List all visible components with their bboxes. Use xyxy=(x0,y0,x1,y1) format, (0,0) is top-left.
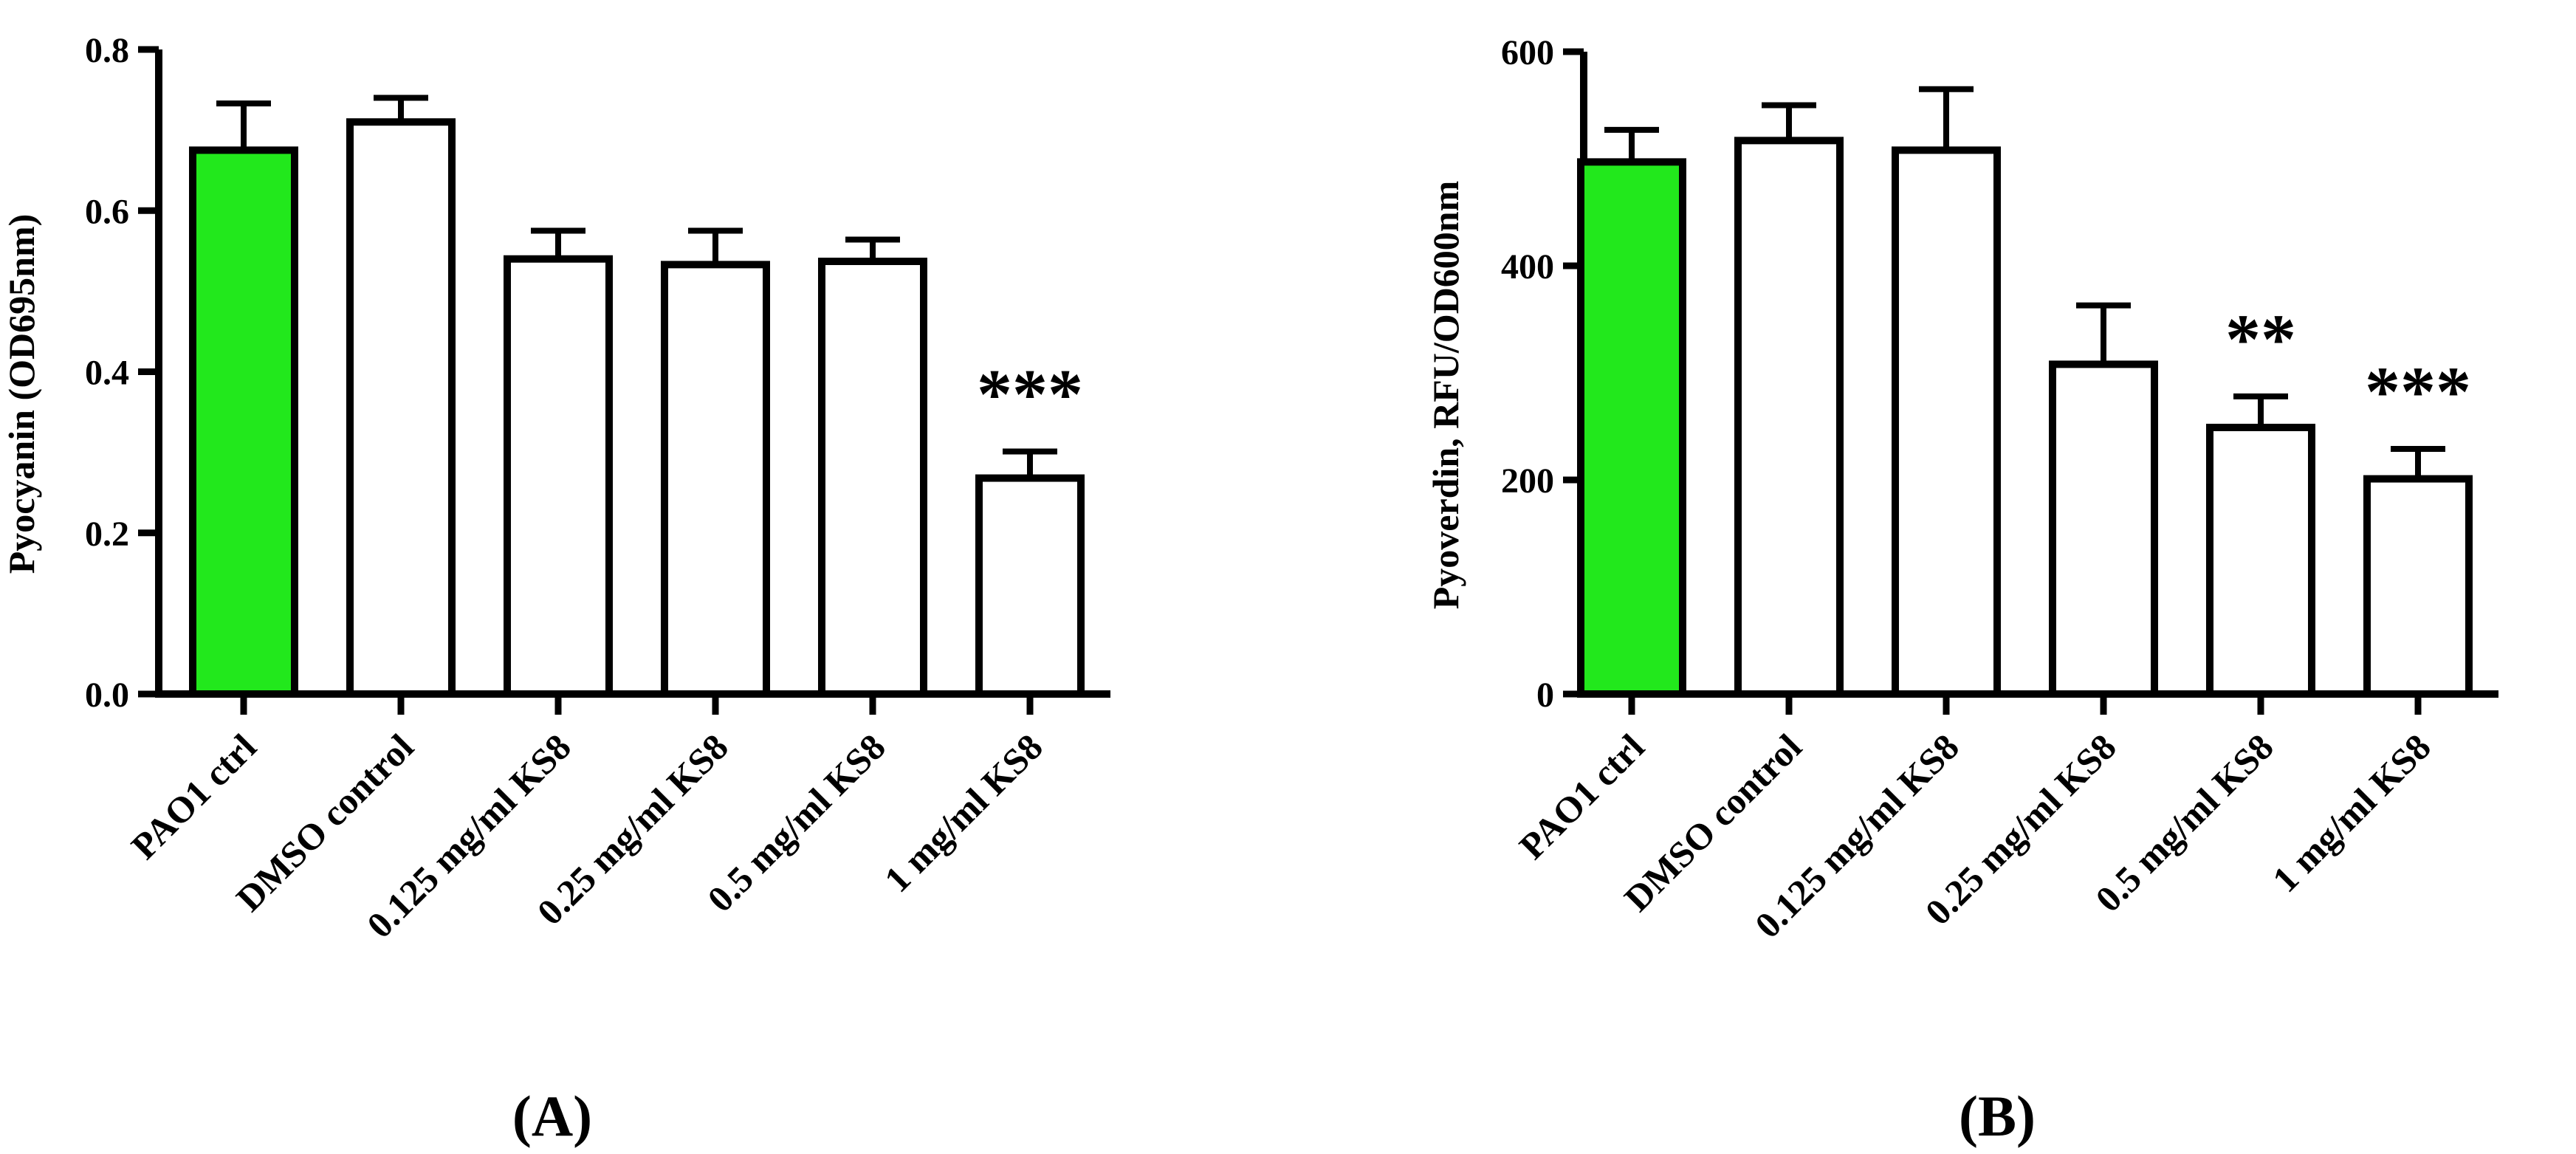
chart-panel-1: 0.0 0.2 0.4 0.6 0.8 Pyocyanin (OD695nm) PAO1 c… xyxy=(1,31,1110,1148)
bar xyxy=(818,257,927,698)
x-tick-label: PAO1 ctrl xyxy=(123,726,264,867)
y-axis-title: Pyoverdin, RFU/OD600nm xyxy=(1425,181,1466,610)
bar xyxy=(975,474,1085,698)
y-tick-label: 400 xyxy=(1501,247,1554,286)
significance-stars: *** xyxy=(977,355,1083,434)
y-axis-title: Pyocyanin (OD695nm) xyxy=(1,214,42,574)
y-tick-label: 0.4 xyxy=(85,354,129,393)
panel-label: (A) xyxy=(512,1084,592,1148)
bar xyxy=(2049,360,2158,698)
y-tick-label: 0.0 xyxy=(85,676,129,715)
bar xyxy=(504,255,613,698)
y-tick-label: 0.2 xyxy=(85,515,129,554)
chart-panel-2: 0 200 400 600 Pyoverdin, RFU/OD600nm PAO1 ctr… xyxy=(1425,33,2498,1148)
y-tick-label: 0 xyxy=(1536,676,1554,715)
y-tick-label: 600 xyxy=(1501,33,1554,72)
bar xyxy=(1892,146,2001,698)
bar xyxy=(2206,423,2315,698)
bar xyxy=(661,261,770,698)
x-tick-label: 1 mg/ml KS8 xyxy=(876,726,1051,900)
y-tick-label: 200 xyxy=(1501,461,1554,501)
x-tick-label: 1 mg/ml KS8 xyxy=(2264,726,2439,900)
bar xyxy=(1734,137,1844,698)
bar xyxy=(346,118,456,698)
bar xyxy=(189,146,298,698)
bar xyxy=(2363,475,2473,698)
bar xyxy=(1577,158,1686,698)
y-tick-label: 0.6 xyxy=(85,192,129,231)
panel-label: (B) xyxy=(1959,1084,2036,1148)
y-tick-label: 0.8 xyxy=(85,31,129,70)
significance-stars: *** xyxy=(2365,352,2471,431)
significance-stars: ** xyxy=(2225,300,2296,379)
x-tick-label: PAO1 ctrl xyxy=(1511,726,1652,867)
